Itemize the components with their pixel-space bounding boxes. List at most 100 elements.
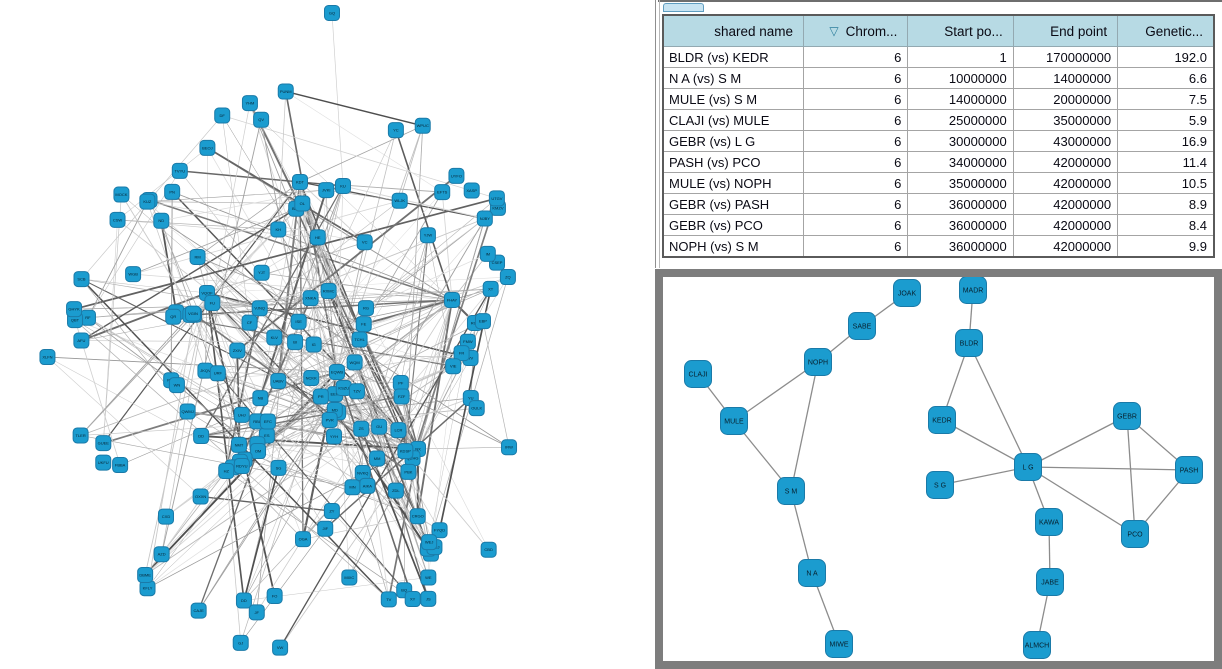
overview-node[interactable]: YJW	[419, 227, 436, 244]
overview-node[interactable]: DF	[214, 107, 231, 124]
column-header-end-point[interactable]: End point	[1012, 14, 1119, 47]
cell-value[interactable]: 6	[802, 214, 909, 236]
column-header-start-po[interactable]: Start po...	[907, 14, 1014, 47]
overview-node[interactable]: RXMC	[320, 282, 337, 299]
cell-value[interactable]: 6.6	[1117, 67, 1215, 89]
overview-edge[interactable]	[260, 119, 300, 322]
overview-node[interactable]: OM	[250, 443, 267, 460]
overview-node[interactable]: RDYU	[233, 458, 250, 475]
overview-edge[interactable]	[81, 208, 297, 342]
table-row[interactable]: MULE (vs) NOPH 6 35000000 42000000 10.5	[662, 172, 1215, 194]
overview-edge[interactable]	[285, 90, 423, 127]
filtered-edge-GEBR-PCO[interactable]	[1126, 415, 1136, 535]
overview-node[interactable]: PUNM	[277, 83, 294, 100]
table-row[interactable]: GEBR (vs) PASH 6 36000000 42000000 8.9	[662, 193, 1215, 215]
node-L-G[interactable]: L G	[1014, 453, 1042, 481]
overview-edge[interactable]	[427, 341, 469, 549]
panel-splitter[interactable]	[655, 0, 656, 268]
overview-edge[interactable]	[259, 200, 400, 309]
overview-node[interactable]: KUZ	[139, 193, 156, 210]
filter-funnel-icon[interactable]: ▽	[829, 23, 839, 38]
overview-node[interactable]: PN	[164, 183, 181, 200]
overview-node[interactable]: PR	[312, 388, 329, 405]
overview-edge[interactable]	[427, 276, 509, 549]
overview-edge[interactable]	[416, 299, 453, 517]
table-row[interactable]: PASH (vs) PCO 6 34000000 42000000 11.4	[662, 151, 1215, 173]
overview-node[interactable]: VIE	[445, 358, 462, 375]
overview-edge[interactable]	[211, 103, 251, 304]
overview-node[interactable]: TV	[380, 591, 397, 608]
cell-value[interactable]: 30000000	[907, 130, 1014, 152]
cell-shared-name[interactable]: PASH (vs) PCO	[662, 151, 804, 173]
overview-node[interactable]: JVKI	[318, 182, 335, 199]
overview-node[interactable]: JF	[248, 604, 265, 621]
cell-shared-name[interactable]: NOPH (vs) S M	[662, 235, 804, 258]
table-row[interactable]: BLDR (vs) KEDR 6 1 170000000 192.0	[662, 46, 1215, 68]
overview-node[interactable]: HE	[309, 229, 326, 246]
overview-node[interactable]: GUEE	[95, 435, 112, 452]
overview-edge[interactable]	[87, 288, 491, 319]
overview-node[interactable]: MOCK	[113, 186, 130, 203]
overview-edge[interactable]	[147, 314, 195, 589]
overview-edge[interactable]	[331, 12, 344, 187]
overview-node[interactable]: XLFN	[39, 349, 56, 366]
cell-value[interactable]: 6	[802, 109, 909, 131]
overview-edge[interactable]	[278, 229, 406, 452]
cell-value[interactable]: 6	[802, 88, 909, 110]
overview-node[interactable]: IM	[479, 245, 496, 262]
overview-edge[interactable]	[482, 321, 510, 448]
overview-node[interactable]: OL	[294, 195, 311, 212]
overview-node[interactable]: VJNQ	[251, 300, 268, 317]
overview-node[interactable]: WEJ	[421, 534, 438, 551]
overview-node[interactable]: TZV	[348, 383, 365, 400]
overview-node[interactable]: UTGV	[488, 190, 505, 207]
cell-value[interactable]: 6	[802, 235, 909, 258]
cell-value[interactable]: 35000000	[907, 172, 1014, 194]
overview-node[interactable]: WGB	[125, 266, 142, 283]
cell-value[interactable]: 8.4	[1117, 214, 1215, 236]
overview-edge[interactable]	[117, 219, 279, 230]
overview-edge[interactable]	[80, 419, 330, 436]
overview-edge[interactable]	[279, 448, 419, 648]
overview-node[interactable]: AZD	[153, 546, 170, 563]
overview-edge[interactable]	[365, 253, 488, 309]
cell-value[interactable]: 42000000	[1012, 193, 1119, 215]
node-MULE[interactable]: MULE	[720, 407, 748, 435]
overview-edge[interactable]	[206, 147, 366, 244]
cell-shared-name[interactable]: GEBR (vs) L G	[662, 130, 804, 152]
overview-node[interactable]: CXD	[158, 508, 175, 525]
table-row[interactable]: NOPH (vs) S M 6 36000000 42000000 9.9	[662, 235, 1215, 258]
overview-edge[interactable]	[87, 317, 242, 416]
cell-value[interactable]: 20000000	[1012, 88, 1119, 110]
overview-node[interactable]: FR	[453, 345, 470, 362]
cell-shared-name[interactable]: MULE (vs) S M	[662, 88, 804, 110]
cell-value[interactable]: 6	[802, 151, 909, 173]
overview-node[interactable]: ZS	[353, 420, 370, 437]
overview-node[interactable]: TLER	[72, 427, 89, 444]
overview-node[interactable]: ISE	[290, 313, 307, 330]
cell-value[interactable]: 7.5	[1117, 88, 1215, 110]
overview-edge[interactable]	[343, 299, 453, 389]
overview-node[interactable]: AFU	[73, 332, 90, 349]
overview-edge[interactable]	[147, 201, 303, 204]
filtered-edge-NOPH-S M[interactable]	[790, 361, 819, 492]
overview-node[interactable]: QWMJ	[179, 403, 196, 420]
cell-value[interactable]: 1	[907, 46, 1014, 68]
overview-node[interactable]: ZDL	[387, 482, 404, 499]
cell-value[interactable]: 36000000	[907, 214, 1014, 236]
overview-edge[interactable]	[313, 344, 390, 600]
overview-node[interactable]: TCHL	[351, 331, 368, 348]
overview-node[interactable]: XNKA	[302, 290, 319, 307]
overview-edge[interactable]	[192, 312, 409, 473]
node-S-M[interactable]: S M	[777, 477, 805, 505]
overview-edge[interactable]	[147, 201, 365, 243]
overview-node[interactable]: UHJ	[233, 406, 250, 423]
overview-edge[interactable]	[243, 467, 280, 601]
cell-shared-name[interactable]: MULE (vs) NOPH	[662, 172, 804, 194]
overview-edge[interactable]	[147, 189, 327, 202]
overview-node[interactable]: XY	[404, 591, 421, 608]
overview-edge[interactable]	[81, 340, 296, 343]
overview-node[interactable]: SCB	[73, 271, 90, 288]
overview-node[interactable]: JIF	[317, 520, 334, 537]
table-row[interactable]: MULE (vs) S M 6 14000000 20000000 7.5	[662, 88, 1215, 110]
